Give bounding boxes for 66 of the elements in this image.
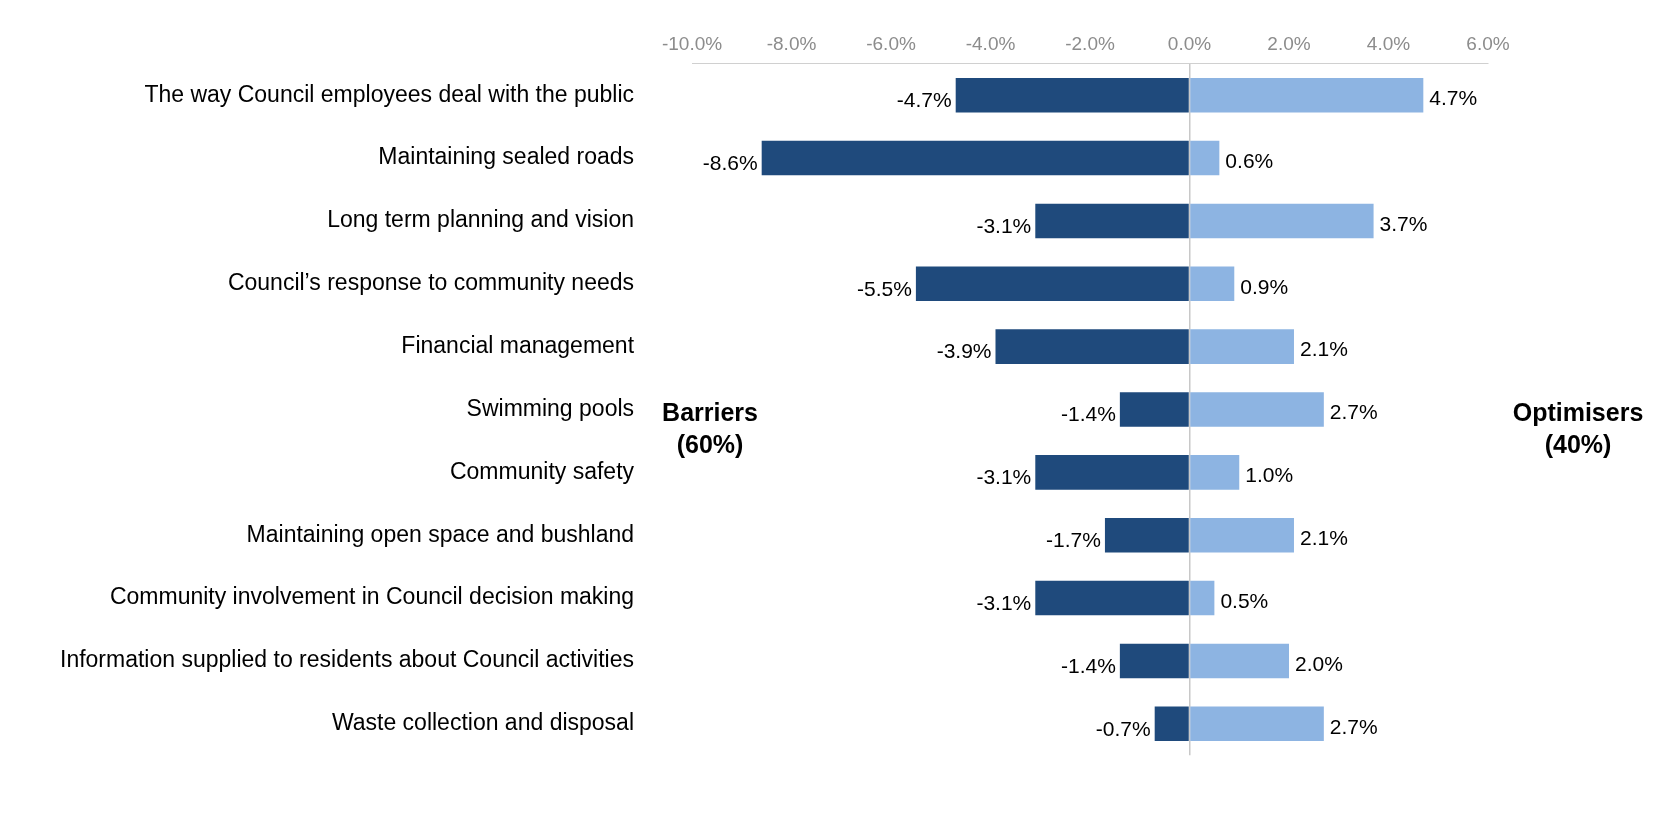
data-label: 2.0% xyxy=(1295,651,1343,675)
data-label: 0.5% xyxy=(1220,588,1269,612)
x-tick-label: -2.0% xyxy=(1065,32,1115,54)
data-label: 4.7% xyxy=(1429,86,1478,110)
bar xyxy=(1104,517,1189,553)
bar xyxy=(1154,706,1189,742)
y-tick-label: Financial management xyxy=(401,331,635,358)
y-tick-label: Maintaining open space and bushland xyxy=(246,520,635,547)
data-label: -1.4% xyxy=(1061,653,1116,677)
bar xyxy=(1190,77,1424,113)
bar xyxy=(1035,455,1189,490)
data-label: 2.1% xyxy=(1299,526,1348,550)
data-label: -3.1% xyxy=(976,590,1032,614)
data-label: 2.1% xyxy=(1299,337,1348,361)
bar xyxy=(1119,643,1189,679)
bar xyxy=(1190,266,1235,302)
data-label: 0.6% xyxy=(1225,148,1274,172)
bar xyxy=(1190,706,1324,742)
bar xyxy=(955,77,1189,113)
y-tick-label: Long term planning and vision xyxy=(327,206,635,233)
data-label: -5.5% xyxy=(857,276,912,300)
data-label: 1.0% xyxy=(1245,463,1294,487)
data-label: 0.9% xyxy=(1240,274,1289,298)
data-label: -3.1% xyxy=(976,465,1032,489)
y-tick-label: Community safety xyxy=(449,457,635,484)
x-tick-label: 0.0% xyxy=(1167,32,1212,54)
y-tick-label: Maintaining sealed roads xyxy=(378,143,635,170)
data-label: 2.7% xyxy=(1329,714,1378,738)
x-tick-label: 6.0% xyxy=(1466,32,1510,54)
x-tick-label: 4.0% xyxy=(1366,32,1411,54)
data-label: -0.7% xyxy=(1095,716,1151,740)
data-label: -3.1% xyxy=(976,213,1032,237)
data-label: -1.4% xyxy=(1061,402,1116,426)
data-label: -1.7% xyxy=(1046,528,1101,552)
y-tick-label: Information supplied to residents about Council activities xyxy=(59,646,635,673)
bar xyxy=(1190,392,1324,427)
bar xyxy=(1119,392,1189,427)
bar xyxy=(995,329,1189,364)
y-tick-label: Community involvement in Council decision making xyxy=(109,583,635,610)
x-tick-label: -6.0% xyxy=(866,32,916,54)
bar xyxy=(1190,580,1215,616)
data-label: -4.7% xyxy=(896,88,952,112)
bar xyxy=(1035,580,1189,616)
y-tick-label: Swimming pools xyxy=(466,394,635,421)
bar xyxy=(1190,455,1240,490)
bar xyxy=(1190,517,1294,553)
x-tick-label: -8.0% xyxy=(766,32,817,54)
x-tick-label: -4.0% xyxy=(965,32,1016,54)
data-label: -3.9% xyxy=(936,339,992,363)
bar xyxy=(1190,140,1220,176)
y-tick-label: Council’s response to community needs xyxy=(227,269,635,296)
bar xyxy=(1190,203,1374,239)
y-tick-label: The way Council employees deal with the public xyxy=(144,80,635,107)
data-label: 2.7% xyxy=(1329,400,1378,424)
y-tick-label: Waste collection and disposal xyxy=(331,709,635,736)
text: Optimisers (40%) xyxy=(1512,398,1644,459)
bar xyxy=(1190,329,1294,364)
x-tick-label: 2.0% xyxy=(1267,32,1311,54)
data-label: 3.7% xyxy=(1379,211,1428,235)
bar xyxy=(1035,203,1189,239)
data-label: -8.6% xyxy=(702,150,758,174)
x-tick-label: -10.0% xyxy=(661,32,723,54)
bar xyxy=(1190,643,1290,679)
annotation: Barriers (60%) xyxy=(662,398,758,459)
bar xyxy=(761,140,1189,176)
bar xyxy=(915,266,1189,302)
